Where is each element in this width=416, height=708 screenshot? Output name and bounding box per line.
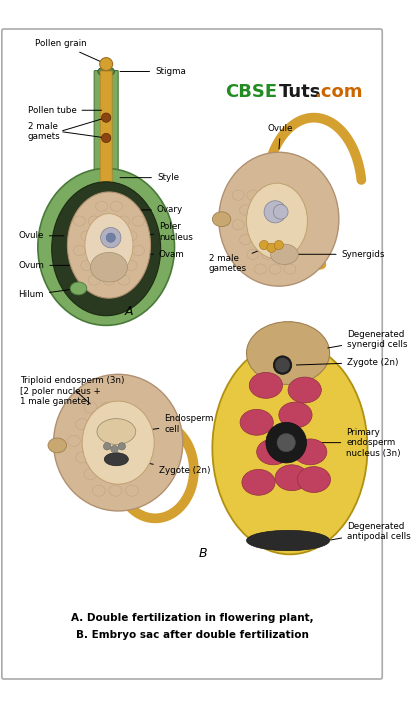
Text: .com: .com xyxy=(314,83,362,101)
Ellipse shape xyxy=(294,439,327,464)
Circle shape xyxy=(266,423,307,463)
Circle shape xyxy=(260,241,269,250)
Ellipse shape xyxy=(97,418,136,445)
Text: Ovum: Ovum xyxy=(18,261,89,270)
Circle shape xyxy=(102,113,111,122)
Text: Pollen tube: Pollen tube xyxy=(28,105,102,115)
Text: Pollen grain: Pollen grain xyxy=(35,39,104,63)
Ellipse shape xyxy=(67,192,151,298)
Text: Triploid endosperm (3n)
[2 poler nucleus +
1 male gamete]: Triploid endosperm (3n) [2 poler nucleus… xyxy=(20,376,125,406)
Ellipse shape xyxy=(240,409,273,435)
Ellipse shape xyxy=(91,253,127,282)
Ellipse shape xyxy=(98,67,114,76)
Text: Ovule: Ovule xyxy=(268,124,293,149)
Ellipse shape xyxy=(219,152,339,286)
Text: A. Double fertilization in flowering plant,: A. Double fertilization in flowering pla… xyxy=(71,613,313,623)
Text: 2 male
gametes: 2 male gametes xyxy=(209,247,267,273)
Ellipse shape xyxy=(273,356,292,375)
Text: Stigma: Stigma xyxy=(120,67,186,76)
Ellipse shape xyxy=(275,464,308,491)
Circle shape xyxy=(118,442,126,450)
Circle shape xyxy=(111,445,118,453)
Text: Ovule: Ovule xyxy=(18,232,64,240)
Ellipse shape xyxy=(288,377,321,403)
Circle shape xyxy=(104,442,111,450)
Ellipse shape xyxy=(247,530,329,551)
Circle shape xyxy=(264,201,286,223)
Text: Poler
nucleus: Poler nucleus xyxy=(121,222,193,242)
Ellipse shape xyxy=(85,214,133,276)
Text: Zygote (2n): Zygote (2n) xyxy=(130,459,210,475)
Text: 2 male
gamets: 2 male gamets xyxy=(28,122,60,141)
Text: Zygote (2n): Zygote (2n) xyxy=(296,358,399,367)
Text: CBSE: CBSE xyxy=(225,83,277,101)
Text: Tuts: Tuts xyxy=(279,83,321,101)
Circle shape xyxy=(102,133,111,142)
Ellipse shape xyxy=(257,439,290,464)
Circle shape xyxy=(273,205,288,219)
Text: Degenerated
synergid cells: Degenerated synergid cells xyxy=(328,329,408,349)
Circle shape xyxy=(275,358,290,372)
Text: A: A xyxy=(125,305,134,318)
Ellipse shape xyxy=(249,372,282,399)
Circle shape xyxy=(100,57,113,71)
Text: Hilum: Hilum xyxy=(18,289,76,299)
FancyBboxPatch shape xyxy=(94,71,118,183)
Circle shape xyxy=(106,233,115,242)
Text: Primary
endosperm
nucleus (3n): Primary endosperm nucleus (3n) xyxy=(307,428,401,457)
Ellipse shape xyxy=(38,169,174,326)
Text: Endosperm
cell: Endosperm cell xyxy=(139,414,214,434)
Ellipse shape xyxy=(82,401,154,484)
Ellipse shape xyxy=(297,467,331,493)
Circle shape xyxy=(101,227,121,248)
FancyBboxPatch shape xyxy=(2,29,382,679)
Ellipse shape xyxy=(70,282,87,295)
Ellipse shape xyxy=(242,469,275,496)
Text: Ovary: Ovary xyxy=(120,205,183,215)
Ellipse shape xyxy=(104,453,129,466)
FancyBboxPatch shape xyxy=(100,71,112,185)
Ellipse shape xyxy=(270,244,298,265)
Ellipse shape xyxy=(52,182,161,316)
Circle shape xyxy=(267,244,276,253)
Ellipse shape xyxy=(247,183,307,259)
Text: Synergids: Synergids xyxy=(298,250,385,259)
Text: Ovam: Ovam xyxy=(121,250,185,259)
Text: Style: Style xyxy=(120,173,179,182)
Circle shape xyxy=(277,433,295,452)
Ellipse shape xyxy=(279,402,312,428)
Text: Degenerated
antipodal cells: Degenerated antipodal cells xyxy=(330,522,411,541)
Text: B: B xyxy=(199,547,208,560)
Ellipse shape xyxy=(212,212,231,227)
Text: B. Embryo sac after double fertilization: B. Embryo sac after double fertilization xyxy=(76,629,309,640)
Ellipse shape xyxy=(54,375,183,511)
Ellipse shape xyxy=(247,321,329,384)
Ellipse shape xyxy=(212,342,367,554)
Circle shape xyxy=(274,241,283,250)
Ellipse shape xyxy=(48,438,67,453)
